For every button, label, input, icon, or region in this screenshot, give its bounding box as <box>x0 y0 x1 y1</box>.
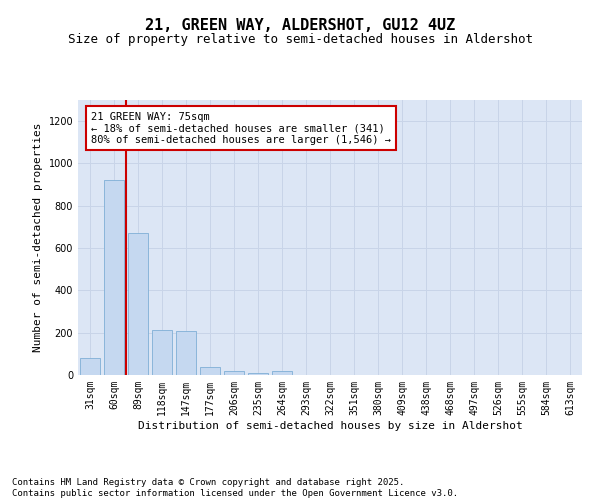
Bar <box>224 371 244 375</box>
X-axis label: Distribution of semi-detached houses by size in Aldershot: Distribution of semi-detached houses by … <box>137 420 523 430</box>
Text: Contains HM Land Registry data © Crown copyright and database right 2025.
Contai: Contains HM Land Registry data © Crown c… <box>12 478 458 498</box>
Bar <box>200 367 220 375</box>
Bar <box>80 358 100 375</box>
Bar <box>152 330 172 375</box>
Bar <box>104 180 124 375</box>
Bar <box>176 330 196 375</box>
Text: Size of property relative to semi-detached houses in Aldershot: Size of property relative to semi-detach… <box>67 32 533 46</box>
Bar <box>248 373 268 375</box>
Text: 21 GREEN WAY: 75sqm
← 18% of semi-detached houses are smaller (341)
80% of semi-: 21 GREEN WAY: 75sqm ← 18% of semi-detach… <box>91 112 391 145</box>
Bar <box>128 234 148 375</box>
Bar <box>272 371 292 375</box>
Text: 21, GREEN WAY, ALDERSHOT, GU12 4UZ: 21, GREEN WAY, ALDERSHOT, GU12 4UZ <box>145 18 455 32</box>
Y-axis label: Number of semi-detached properties: Number of semi-detached properties <box>33 122 43 352</box>
